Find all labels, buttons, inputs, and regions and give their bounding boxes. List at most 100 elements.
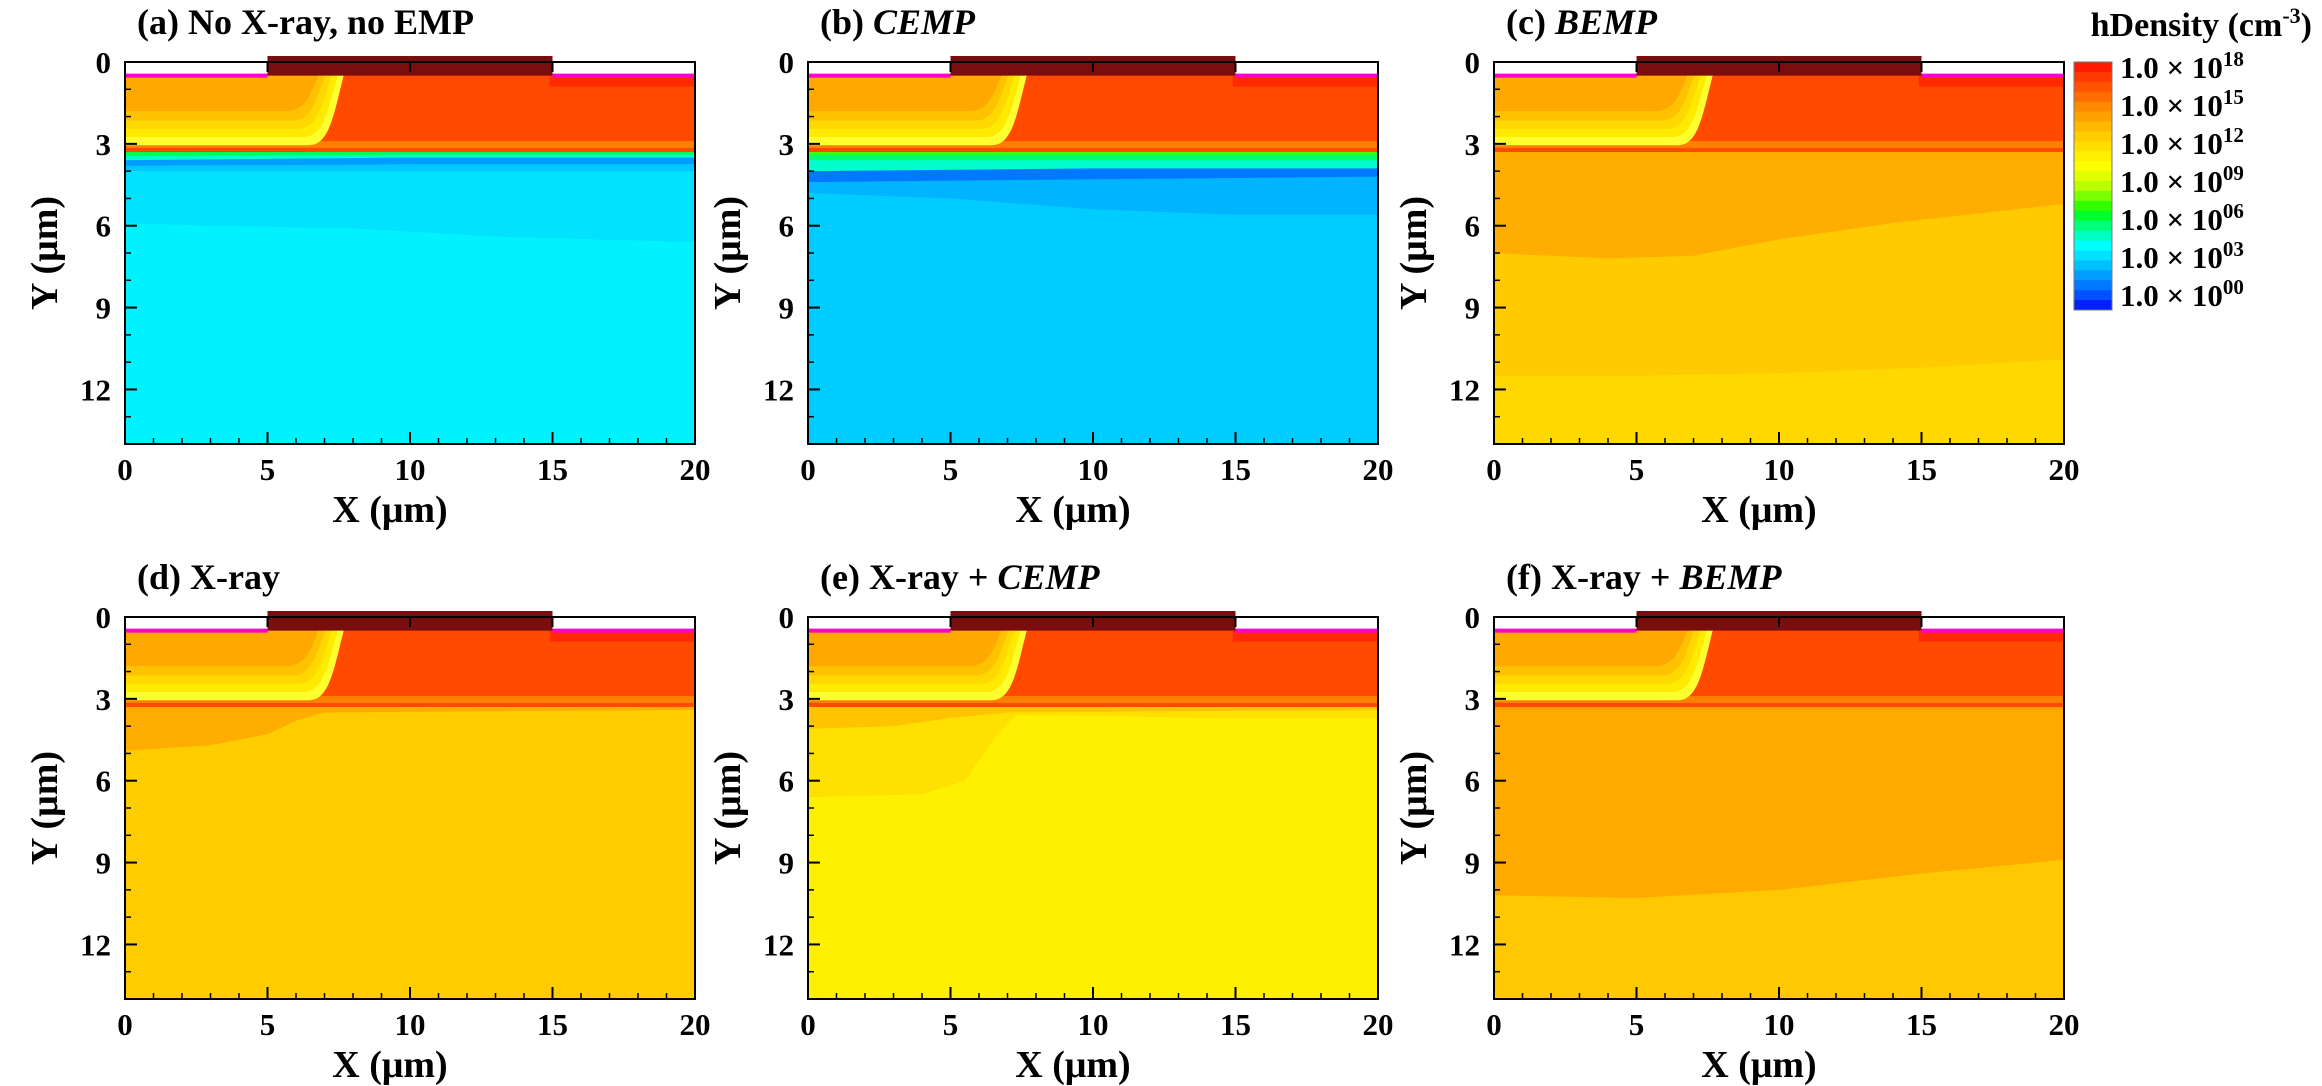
panels: 0 5 10 15 20 0 3 6 9 12 X (μm) Y (μm) (a) No X-ray, … (24, 2, 2080, 1086)
y-tick-label: 9 (1465, 846, 1481, 881)
panel-title: (e) X-ray + CEMP (820, 557, 1100, 597)
y-tick-label: 0 (96, 45, 112, 80)
y-tick-label: 6 (1465, 209, 1481, 244)
y-tick-label: 0 (779, 600, 795, 635)
colorbar-swatch (2074, 161, 2112, 172)
panel-f: 0 5 10 15 20 0 3 6 9 12 X (μm) Y (μm) (f) X-ray + BE… (1393, 557, 2080, 1086)
colorbar-label: 1.0 × 1015 (2120, 85, 2244, 123)
panel-title: (c) BEMP (1506, 2, 1658, 42)
x-tick-label: 0 (800, 452, 816, 487)
plot-area (1494, 617, 2064, 999)
x-tick-label: 15 (1906, 1007, 1937, 1042)
colorbar-swatch (2074, 290, 2112, 301)
y-tick-label: 9 (779, 291, 795, 326)
colorbar-swatch (2074, 101, 2112, 113)
x-tick-label: 20 (1363, 1007, 1394, 1042)
x-tick-label: 10 (1078, 1007, 1109, 1042)
colorbar-swatch (2074, 280, 2112, 291)
x-tick-label: 20 (2049, 452, 2080, 487)
x-tick-label: 5 (260, 1007, 276, 1042)
colorbar-label: 1.0 × 1006 (2120, 199, 2244, 237)
panel-title: (d) X-ray (137, 557, 280, 597)
y-axis-label: Y (μm) (1393, 751, 1435, 865)
x-tick-label: 20 (680, 1007, 711, 1042)
x-tick-label: 0 (117, 452, 133, 487)
x-axis-label: X (μm) (1701, 1044, 1816, 1086)
x-tick-label: 10 (1764, 1007, 1795, 1042)
y-tick-label: 6 (96, 764, 112, 799)
x-tick-label: 15 (1220, 1007, 1251, 1042)
plot-area (1494, 62, 2064, 444)
colorbar-label: 1.0 × 1000 (2120, 275, 2244, 313)
x-tick-label: 15 (1906, 452, 1937, 487)
colorbar-swatch (2074, 141, 2112, 152)
x-axis-label: X (μm) (332, 1044, 447, 1086)
y-tick-label: 0 (1465, 600, 1481, 635)
y-tick-label: 3 (96, 127, 112, 162)
y-tick-label: 3 (96, 682, 112, 717)
x-tick-label: 0 (117, 1007, 133, 1042)
panel-title: (b) CEMP (820, 2, 976, 42)
air-right (1921, 62, 2064, 75)
panel-title: (a) No X-ray, no EMP (137, 2, 474, 42)
y-tick-label: 9 (1465, 291, 1481, 326)
x-tick-label: 15 (1220, 452, 1251, 487)
x-tick-label: 0 (800, 1007, 816, 1042)
colorbar-swatch (2074, 131, 2112, 142)
y-tick-label: 3 (1465, 682, 1481, 717)
colorbar-swatch (2074, 200, 2112, 212)
air-right (552, 617, 695, 630)
colorbar-swatch (2074, 121, 2112, 132)
colorbar-swatch (2074, 270, 2112, 281)
colorbar-swatch (2074, 91, 2112, 103)
y-axis-label: Y (μm) (707, 751, 749, 865)
y-axis-label: Y (μm) (24, 196, 66, 310)
x-tick-label: 15 (537, 452, 568, 487)
air-left (1494, 617, 1637, 630)
air-right (1921, 617, 2064, 630)
y-axis-label: Y (μm) (1393, 196, 1435, 310)
y-tick-label: 12 (763, 927, 794, 962)
air-left (125, 617, 268, 630)
air-left (808, 62, 951, 75)
colorbar-swatch (2074, 181, 2112, 192)
x-tick-label: 20 (1363, 452, 1394, 487)
y-tick-label: 9 (96, 846, 112, 881)
x-tick-label: 5 (260, 452, 276, 487)
x-tick-label: 10 (1078, 452, 1109, 487)
y-tick-label: 12 (80, 927, 111, 962)
x-tick-label: 5 (943, 1007, 959, 1042)
y-tick-label: 0 (779, 45, 795, 80)
colorbar-swatch (2074, 81, 2112, 93)
colorbar-label: 1.0 × 1003 (2120, 237, 2244, 275)
x-axis-label: X (μm) (1015, 1044, 1130, 1086)
y-tick-label: 12 (1449, 372, 1480, 407)
air-right (1235, 62, 1378, 75)
air-left (125, 62, 268, 75)
x-tick-label: 0 (1486, 1007, 1502, 1042)
y-tick-label: 3 (1465, 127, 1481, 162)
y-tick-label: 12 (80, 372, 111, 407)
plot-area (125, 62, 695, 444)
plot-area (808, 617, 1378, 999)
y-tick-label: 0 (1465, 45, 1481, 80)
plot-area (125, 617, 695, 999)
y-axis-label: Y (μm) (24, 751, 66, 865)
x-axis-label: X (μm) (332, 489, 447, 531)
x-axis-label: X (μm) (1015, 489, 1130, 531)
x-tick-label: 15 (537, 1007, 568, 1042)
y-tick-label: 6 (1465, 764, 1481, 799)
y-tick-label: 0 (96, 600, 112, 635)
colorbar-title: hDensity (cm-3) (2091, 3, 2312, 44)
panel-e: 0 5 10 15 20 0 3 6 9 12 X (μm) Y (μm) (e) X-ray + CE… (707, 557, 1394, 1086)
colorbar-label: 1.0 × 1018 (2120, 47, 2244, 85)
x-tick-label: 10 (395, 452, 426, 487)
air-right (552, 62, 695, 75)
y-tick-label: 3 (779, 127, 795, 162)
colorbar-swatch (2074, 230, 2112, 242)
y-tick-label: 12 (1449, 927, 1480, 962)
colorbar-swatch (2074, 250, 2112, 261)
x-tick-label: 5 (1629, 452, 1645, 487)
x-tick-label: 5 (1629, 1007, 1645, 1042)
